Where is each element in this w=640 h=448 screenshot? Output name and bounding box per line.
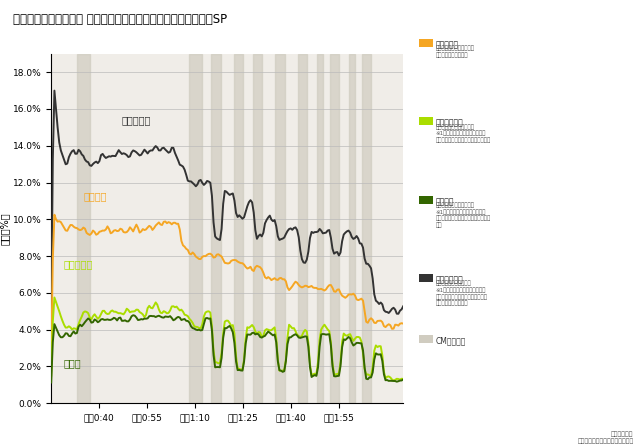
Bar — [77, 54, 90, 403]
Bar — [211, 54, 221, 403]
Text: 録画再生で視聴された割合
※1台のテレビが同じシーン放を
複数回再生した場合、カウントとして
集計: 録画再生で視聴された割合 ※1台のテレビが同じシーン放を 複数回再生した場合、カ… — [436, 202, 491, 228]
Text: 再生率: 再生率 — [64, 358, 82, 368]
Y-axis label: 割合（%）: 割合（%） — [0, 212, 10, 245]
Text: 放送時間にリアルタイムで
番組が視聴された割合: 放送時間にリアルタイムで 番組が視聴された割合 — [436, 46, 475, 58]
Bar — [349, 54, 355, 403]
Text: 再生率：: 再生率： — [436, 197, 454, 206]
Text: ライブ率：: ライブ率： — [436, 40, 459, 49]
Text: 延べ再生率：: 延べ再生率： — [436, 119, 463, 128]
Text: ライブ率と再生率の合計
※1台のテレビが同じシーン放を
ライブ・再生の両方で接触した場合
カウントいとして集計: ライブ率と再生率の合計 ※1台のテレビが同じシーン放を ライブ・再生の両方で接触… — [436, 281, 488, 306]
Text: ぐるナイ！おもしろ荘 若手にチャンスを頂戴今年も誰か売れてSP: ぐるナイ！おもしろ荘 若手にチャンスを頂戴今年も誰か売れてSP — [13, 13, 227, 26]
Bar — [253, 54, 262, 403]
Bar — [330, 54, 339, 403]
Text: 録画再生で視聴された割合
※1台のテレビが同じシーン放を
複数回再生した場合の全カウント集計: 録画再生で視聴された割合 ※1台のテレビが同じシーン放を 複数回再生した場合の全… — [436, 124, 491, 143]
Text: ライブ率: ライブ率 — [83, 191, 107, 201]
Bar — [234, 54, 243, 403]
Bar — [362, 54, 371, 403]
Bar — [298, 54, 307, 403]
Text: CM放送時間: CM放送時間 — [436, 336, 466, 345]
Text: 総合接触率：: 総合接触率： — [436, 276, 463, 284]
Bar — [317, 54, 323, 403]
Bar — [275, 54, 285, 403]
Text: 延べ再生率: 延べ再生率 — [64, 259, 93, 269]
Text: データ提供：
東京測量ソリューション株式会社: データ提供： 東京測量ソリューション株式会社 — [577, 431, 634, 444]
Text: 総合接触率: 総合接触率 — [122, 116, 151, 125]
Bar — [189, 54, 202, 403]
